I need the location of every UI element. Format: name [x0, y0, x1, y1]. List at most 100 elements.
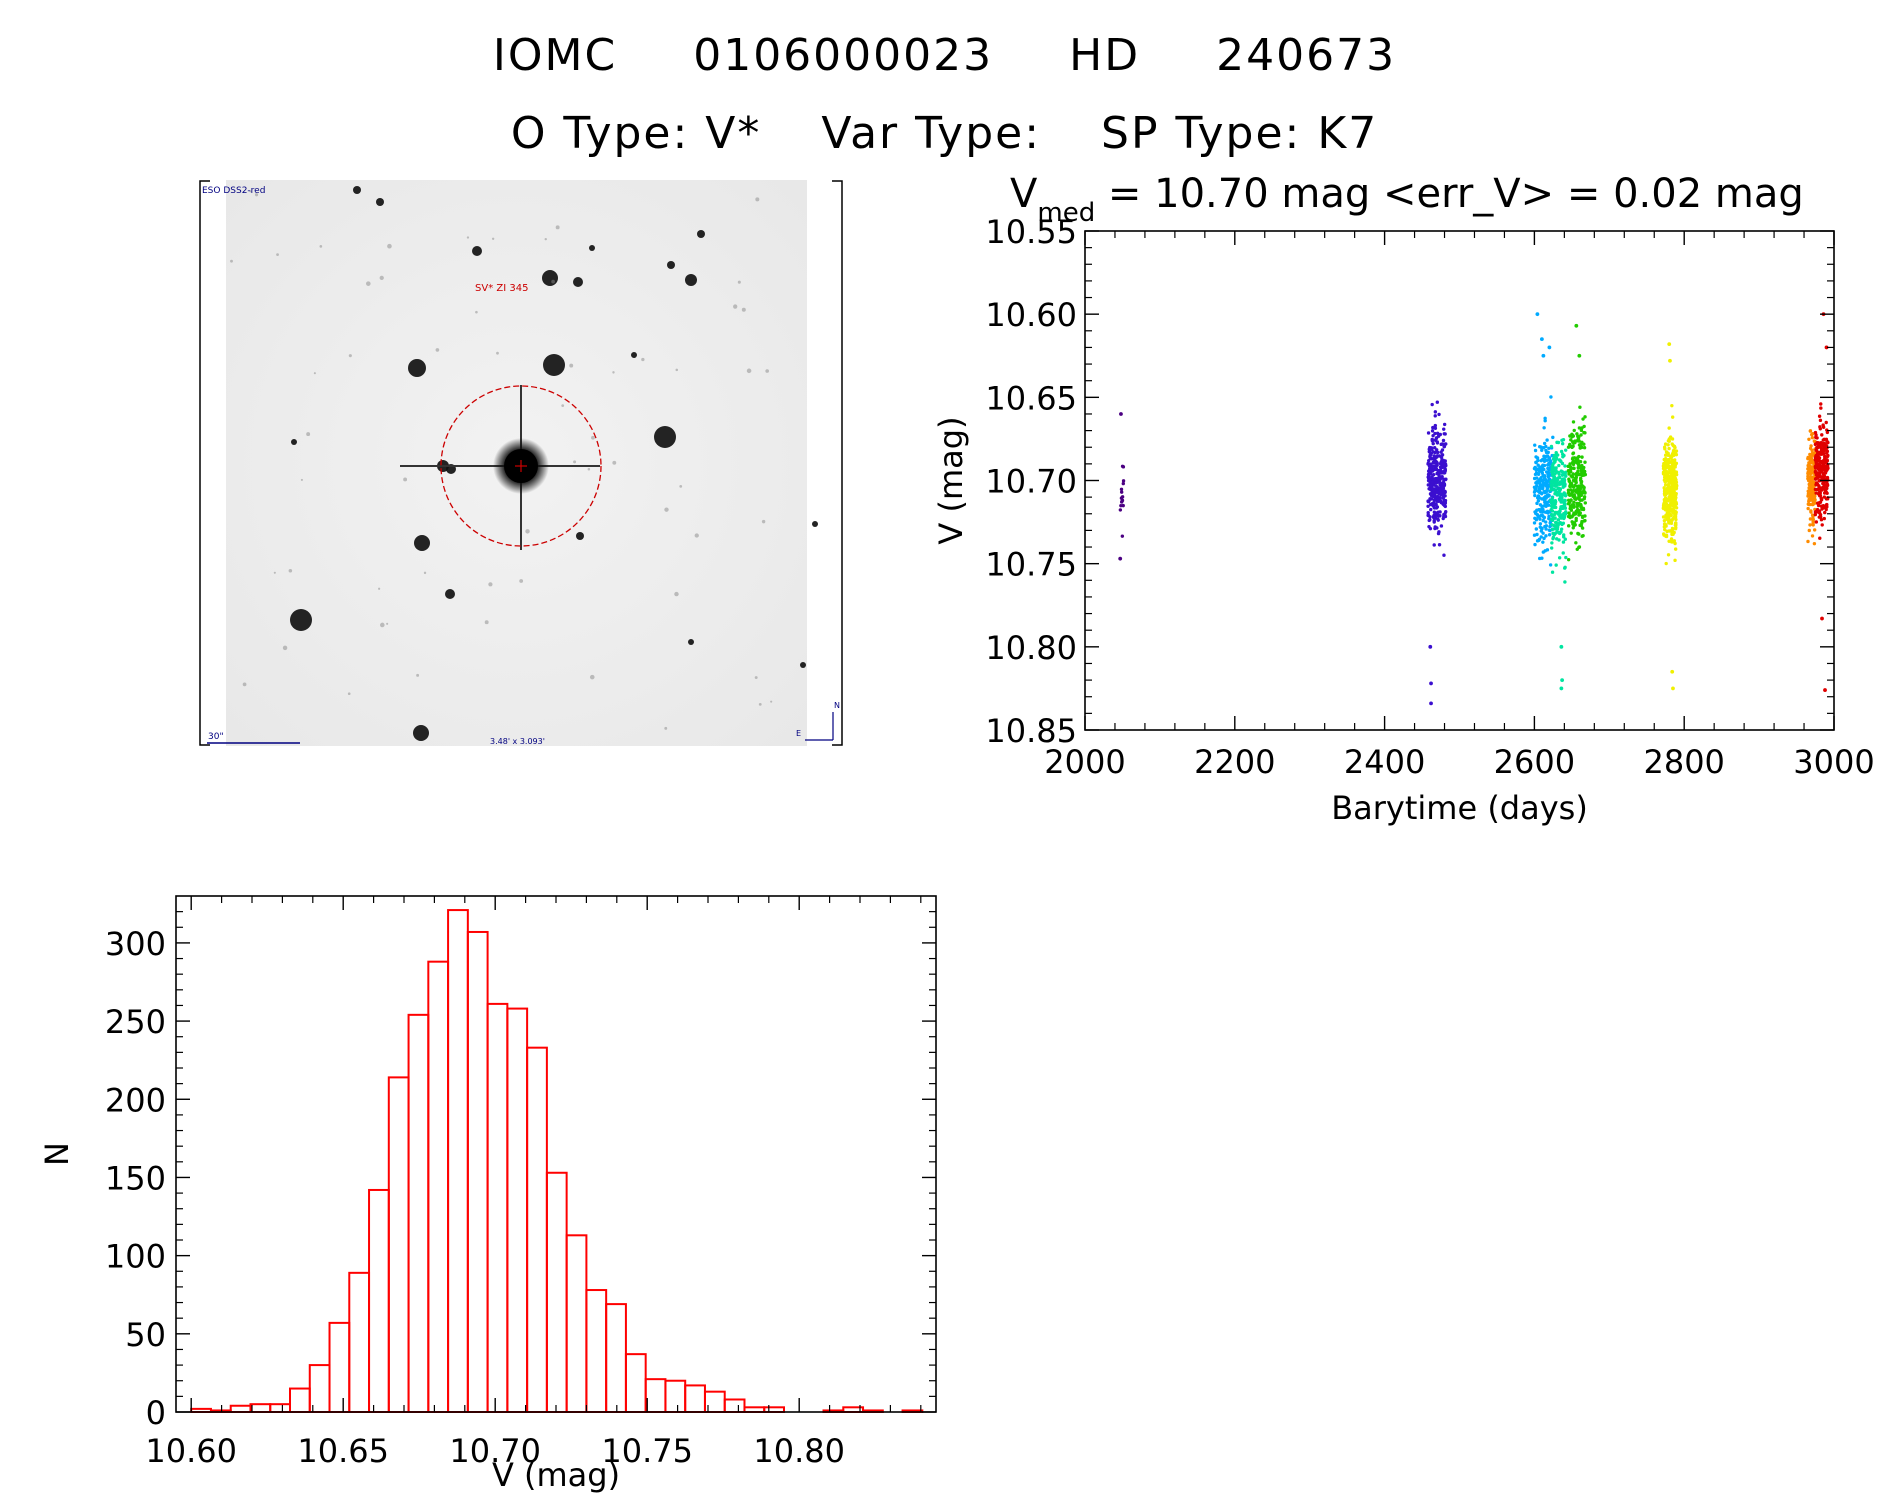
light-curve-point: [1536, 463, 1540, 467]
light-curve-point: [1542, 441, 1547, 446]
light-curve-point: [1119, 503, 1123, 508]
faint-star: [675, 368, 679, 372]
light-curve-point: [1429, 484, 1433, 488]
light-curve-point: [1533, 516, 1537, 520]
light-curve-point: [1438, 432, 1443, 437]
light-curve-point: [1811, 523, 1815, 527]
light-curve-point: [1673, 558, 1677, 563]
light-curve-point: [1566, 445, 1571, 449]
light-curve-point: [1429, 446, 1434, 450]
histogram-bar: [545, 1171, 568, 1414]
field-star: [472, 246, 482, 256]
light-curve-point: [1673, 458, 1677, 462]
light-curve-point: [1544, 527, 1548, 531]
light-curve-point: [1583, 431, 1587, 435]
histogram-bar: [624, 1353, 647, 1414]
light-curve-point: [1571, 441, 1576, 445]
field-star: [589, 245, 595, 251]
light-curve-point: [1662, 518, 1667, 523]
light-curve-point: [1428, 456, 1432, 460]
light-curve-point: [1426, 483, 1430, 487]
light-curve-point: [1431, 450, 1435, 454]
histogram-bar: [723, 1398, 746, 1414]
light-curve-point: [1673, 465, 1677, 469]
light-curve-point: [1556, 518, 1561, 522]
light-curve-point: [1533, 542, 1537, 547]
light-curve-point: [1577, 443, 1582, 447]
light-curve-point: [1542, 515, 1547, 520]
light-curve-point: [1674, 449, 1679, 453]
light-curve-point: [1822, 495, 1827, 499]
histogram-bar: [269, 1403, 291, 1413]
light-curve-point: [1665, 474, 1669, 478]
light-curve-point: [1533, 448, 1538, 453]
faint-star: [591, 435, 595, 440]
light-curve-point: [1818, 425, 1822, 429]
light-curve-point: [1822, 437, 1826, 442]
light-curve-point: [1582, 519, 1586, 523]
light-curve-point: [1432, 518, 1436, 523]
light-curve-point: [1426, 513, 1431, 517]
light-curve-point: [1542, 454, 1546, 458]
light-curve-point: [1534, 471, 1539, 475]
light-curve-point: [1661, 464, 1666, 468]
light-curve-point: [1533, 486, 1537, 491]
field-label: 3.48' x 3.093': [490, 737, 545, 746]
light-curve-point: [1436, 531, 1441, 536]
light-curve-point: [1568, 504, 1573, 508]
light-curve-point: [1806, 492, 1811, 496]
light-curve-point: [1571, 451, 1576, 455]
histogram-y-tick-label: 200: [105, 1081, 166, 1119]
light-curve-point: [1553, 488, 1558, 492]
light-curve-point: [1435, 526, 1439, 530]
light-curve-point: [1538, 503, 1543, 507]
light-curve-point: [1573, 496, 1577, 501]
faint-star: [737, 280, 741, 284]
light-curve-point: [1569, 438, 1573, 442]
light-curve-outlier: [1541, 353, 1546, 358]
faint-star: [306, 432, 311, 437]
light-curve-point: [1577, 545, 1582, 549]
faint-star: [758, 702, 762, 706]
light-curve-point: [1540, 469, 1544, 474]
light-curve-point: [1808, 461, 1813, 465]
light-curve-point: [1580, 463, 1584, 468]
light-curve-point: [1674, 517, 1678, 522]
light-curve-point: [1670, 403, 1674, 408]
light-curve-point: [1572, 523, 1576, 528]
light-curve-point: [1664, 534, 1669, 539]
light-curve-point: [1566, 557, 1571, 562]
light-curve-point: [1567, 501, 1571, 505]
light-curve-point: [1674, 452, 1679, 457]
light-curve-point: [1821, 504, 1826, 508]
light-curve-point: [1539, 513, 1544, 517]
light-curve-point: [1557, 463, 1561, 468]
light-curve-point: [1435, 463, 1439, 467]
light-curve-point: [1554, 563, 1558, 567]
light-curve-point: [1672, 530, 1676, 535]
light-curve-point: [1662, 497, 1667, 502]
light-curve-point: [1541, 518, 1545, 523]
faint-star: [475, 310, 478, 314]
survey-label: ESO DSS2-red: [202, 186, 265, 196]
light-curve-point: [1433, 431, 1437, 436]
light-curve-point: [1578, 405, 1582, 409]
light-curve-point: [1815, 501, 1820, 505]
light-curve-point: [1550, 570, 1555, 574]
light-curve-point: [1569, 484, 1574, 488]
histogram-x-tick-label: 10.80: [753, 1432, 845, 1470]
light-curve-point: [1824, 483, 1829, 487]
light-curve-point: [1538, 556, 1542, 561]
light-curve-x-tick-label: 2200: [1194, 743, 1275, 781]
light-curve-point: [1550, 496, 1555, 500]
light-curve-point: [1535, 456, 1540, 460]
light-curve-point: [1432, 488, 1437, 493]
faint-star: [569, 363, 574, 368]
light-curve-point: [1662, 445, 1667, 449]
light-curve-point: [1570, 475, 1575, 479]
light-curve-point: [1554, 450, 1558, 455]
light-curve-point: [1583, 501, 1588, 505]
light-curve-point: [1663, 453, 1668, 457]
light-curve-point: [1441, 485, 1445, 489]
light-curve-point: [1819, 498, 1824, 502]
